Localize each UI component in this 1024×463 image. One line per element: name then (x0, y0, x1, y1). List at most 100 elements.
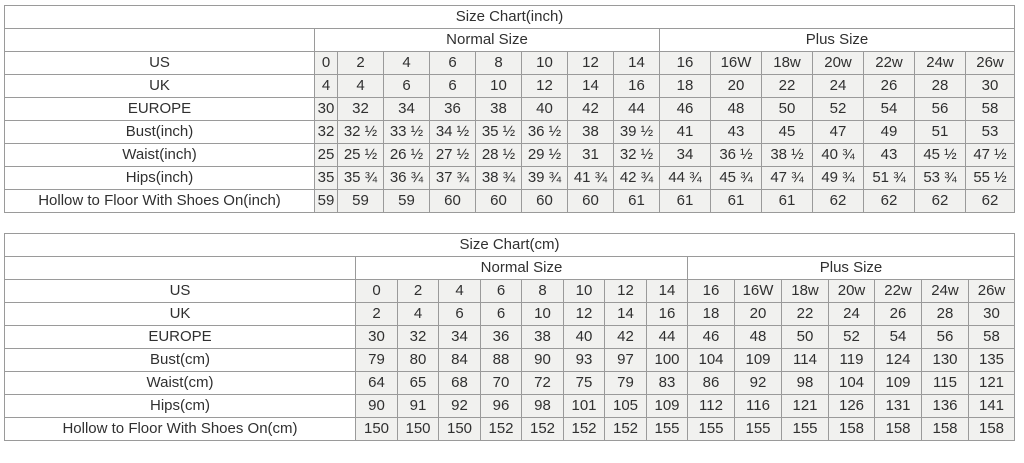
size-value-cell: 38 (567, 120, 614, 144)
size-value-cell: 22w (874, 279, 922, 303)
size-value-cell: 35 ¾ (337, 166, 384, 190)
size-value-cell: 75 (563, 371, 605, 395)
table-row: Hips(inch) 35 35 ¾ 36 ¾ 37 ¾ 38 ¾ 39 ¾ 41 ¾ 42 ¾… (4, 166, 1016, 190)
size-value-cell: 24w (921, 279, 969, 303)
size-chart-body: US 0 2 4 6 8 10 12 14 16 16W 18w 20w 22w 24w 26w UK 4 4 6 6 1… (4, 51, 1016, 213)
size-value-cell: 155 (687, 417, 735, 441)
size-value-cell: 35 (314, 166, 338, 190)
size-value-cell: 62 (863, 189, 915, 213)
size-value-cell: 109 (646, 394, 688, 418)
size-value-cell: 28 ½ (475, 143, 522, 167)
size-value-cell: 26w (964, 51, 1016, 75)
size-value-cell: 14 (613, 51, 660, 75)
size-value-cell: 47 ¾ (761, 166, 813, 190)
size-value-cell: 150 (355, 417, 398, 441)
size-value-cell: 50 (761, 97, 813, 121)
size-value-cell: 56 (914, 97, 966, 121)
size-value-cell: 18 (687, 302, 735, 326)
size-value-cell: 18w (761, 51, 813, 75)
size-value-cell: 56 (921, 325, 969, 349)
size-value-cell: 93 (563, 348, 605, 372)
size-value-cell: 96 (480, 394, 522, 418)
size-group-header-row: Normal Size Plus Size (4, 28, 1016, 52)
size-value-cell: 79 (355, 348, 398, 372)
size-value-cell: 59 (383, 189, 430, 213)
size-value-cell: 44 (613, 97, 660, 121)
size-value-cell: 4 (314, 74, 338, 98)
size-value-cell: 72 (521, 371, 564, 395)
normal-size-header: Normal Size (314, 28, 660, 52)
size-value-cell: 34 (383, 97, 430, 121)
size-value-cell: 62 (914, 189, 966, 213)
size-value-cell: 24 (812, 74, 864, 98)
size-value-cell: 61 (761, 189, 813, 213)
size-value-cell: 30 (964, 74, 1016, 98)
size-value-cell: 36 (480, 325, 522, 349)
size-value-cell: 53 ¾ (914, 166, 966, 190)
size-value-cell: 40 (521, 97, 568, 121)
size-value-cell: 31 (567, 143, 614, 167)
size-value-cell: 8 (475, 51, 522, 75)
size-value-cell: 40 ¾ (812, 143, 864, 167)
size-value-cell: 16 (687, 279, 735, 303)
size-value-cell: 32 ½ (337, 120, 384, 144)
size-value-cell: 47 (812, 120, 864, 144)
size-value-cell: 20w (828, 279, 875, 303)
row-label: Hips(inch) (4, 166, 315, 190)
size-value-cell: 58 (967, 325, 1016, 349)
row-label: Hollow to Floor With Shoes On(cm) (4, 417, 356, 441)
row-label: Waist(cm) (4, 371, 356, 395)
size-value-cell: 37 ¾ (429, 166, 476, 190)
row-label: EUROPE (4, 325, 356, 349)
size-value-cell: 42 ¾ (613, 166, 660, 190)
size-value-cell: 26 (863, 74, 915, 98)
size-value-cell: 35 ½ (475, 120, 522, 144)
size-value-cell: 42 (567, 97, 614, 121)
size-value-cell: 28 (921, 302, 969, 326)
row-label: Bust(cm) (4, 348, 356, 372)
size-value-cell: 54 (863, 97, 915, 121)
size-value-cell: 0 (314, 51, 338, 75)
size-value-cell: 24w (914, 51, 966, 75)
corner-cell (4, 256, 356, 280)
size-value-cell: 32 (314, 120, 338, 144)
size-value-cell: 10 (475, 74, 522, 98)
size-value-cell: 119 (828, 348, 875, 372)
size-value-cell: 62 (812, 189, 864, 213)
size-value-cell: 70 (480, 371, 522, 395)
size-value-cell: 46 (659, 97, 711, 121)
size-value-cell: 41 ¾ (567, 166, 614, 190)
size-value-cell: 18 (659, 74, 711, 98)
row-label: US (4, 51, 315, 75)
size-value-cell: 115 (921, 371, 969, 395)
size-value-cell: 88 (480, 348, 522, 372)
size-value-cell: 152 (604, 417, 647, 441)
size-value-cell: 40 (563, 325, 605, 349)
size-value-cell: 48 (710, 97, 762, 121)
size-value-cell: 45 ½ (914, 143, 966, 167)
size-value-cell: 79 (604, 371, 647, 395)
size-value-cell: 51 ¾ (863, 166, 915, 190)
size-value-cell: 30 (314, 97, 338, 121)
table-row: EUROPE 30 32 34 36 38 40 42 44 46 48 50 52 54 56 58 (4, 97, 1016, 121)
corner-cell (4, 28, 315, 52)
size-value-cell: 14 (604, 302, 647, 326)
table-row: US 0 2 4 6 8 10 12 14 16 16W 18w 20w 22w 24w 26w (4, 279, 1016, 303)
size-value-cell: 131 (874, 394, 922, 418)
size-value-cell: 60 (567, 189, 614, 213)
size-value-cell: 101 (563, 394, 605, 418)
size-value-cell: 100 (646, 348, 688, 372)
row-label: Hollow to Floor With Shoes On(inch) (4, 189, 315, 213)
size-value-cell: 114 (781, 348, 829, 372)
size-value-cell: 58 (964, 97, 1016, 121)
size-value-cell: 55 ½ (964, 166, 1016, 190)
size-value-cell: 25 ½ (337, 143, 384, 167)
size-value-cell: 49 ¾ (812, 166, 864, 190)
normal-size-header: Normal Size (355, 256, 688, 280)
size-value-cell: 41 (659, 120, 711, 144)
size-value-cell: 51 (914, 120, 966, 144)
size-value-cell: 6 (480, 279, 522, 303)
size-value-cell: 26 (874, 302, 922, 326)
size-value-cell: 36 (429, 97, 476, 121)
table-row: Waist(cm) 64 65 68 70 72 75 79 83 86 92 98 104 109 115… (4, 371, 1016, 395)
